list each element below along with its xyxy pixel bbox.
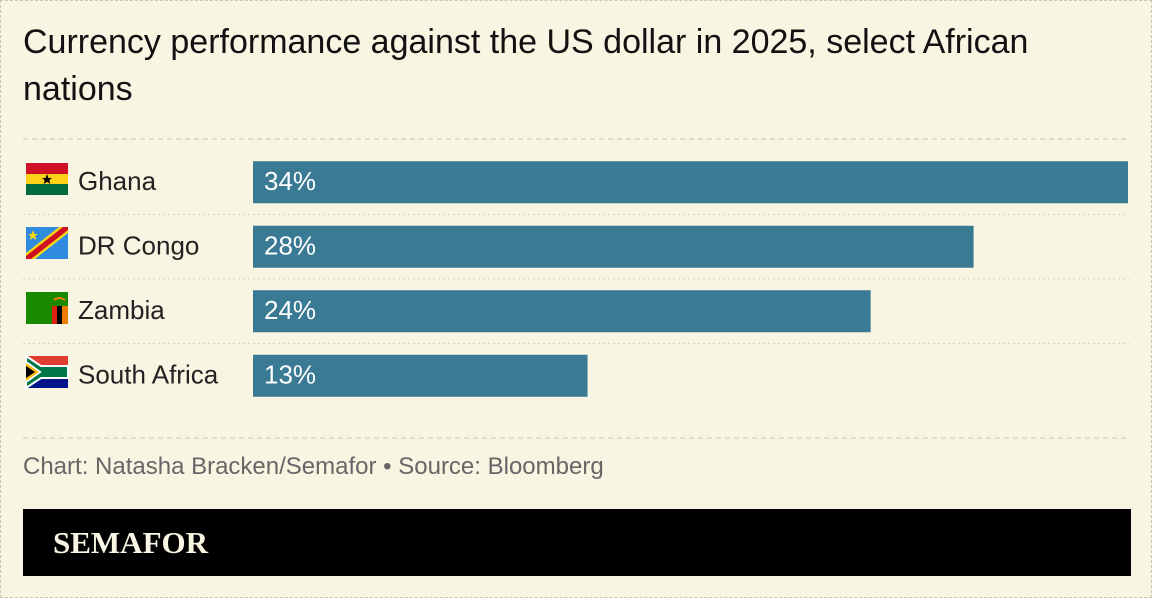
category-label: DR Congo [78,231,199,261]
bar [253,161,1128,204]
value-label: 34% [264,166,316,196]
bar [253,354,588,397]
category-label: South Africa [78,360,219,390]
value-label: 28% [264,231,316,261]
value-label: 24% [264,295,316,325]
plot: Ghana 34% DR Congo 28% Zambia 24% South Africa… [23,138,1129,439]
chart-title: Currency performance against the US doll… [23,23,1029,108]
flag-south-africa [25,354,69,390]
bar [253,225,974,268]
source-note: Chart: Natasha Bracken/Semafor • Source:… [23,453,604,480]
flag-ghana [26,163,68,195]
bar [253,290,871,333]
value-label: 13% [264,360,316,390]
flag-dr-congo [26,227,68,259]
category-label: Ghana [78,166,157,196]
flag-zambia [26,292,68,324]
footer-bar: SEMAFOR [23,509,1131,576]
logo: SEMAFOR [53,525,208,560]
category-label: Zambia [78,295,165,325]
